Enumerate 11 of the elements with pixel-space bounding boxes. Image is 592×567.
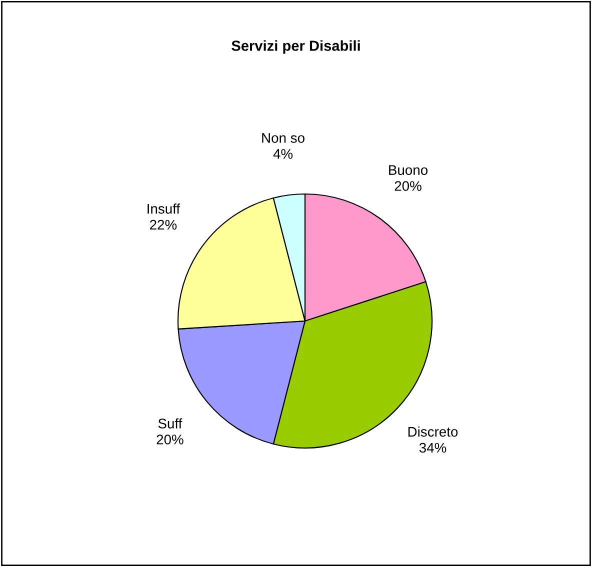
- data-label: 4%: [273, 149, 293, 159]
- data-label: 20%: [156, 434, 184, 444]
- slice-label: Suff: [158, 418, 182, 428]
- slice-label: Non so: [262, 133, 304, 143]
- slice-label: Buono: [389, 165, 428, 175]
- data-label: 20%: [394, 181, 422, 191]
- data-label: 34%: [419, 442, 446, 453]
- data-label: 22%: [150, 220, 177, 230]
- chart-title: Servizi per Disabili: [232, 40, 360, 54]
- slice-label: Discreto: [408, 426, 458, 437]
- slice-label: Insuff: [148, 204, 180, 214]
